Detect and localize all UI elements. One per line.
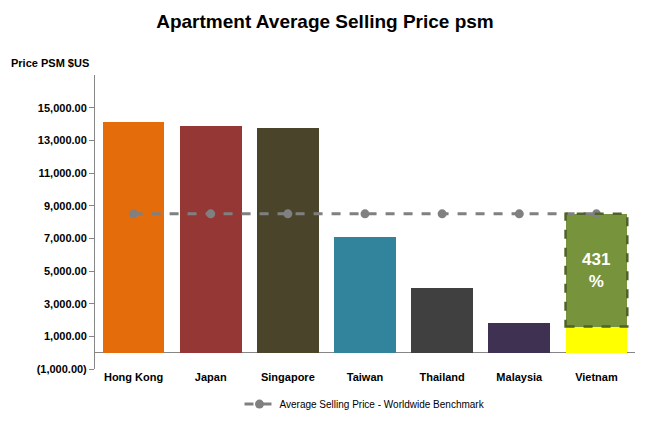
svg-text:Vietnam: Vietnam <box>575 371 618 383</box>
svg-text:Hong Kong: Hong Kong <box>104 371 163 383</box>
svg-text:Thailand: Thailand <box>420 371 465 383</box>
svg-text:15,000.00: 15,000.00 <box>38 102 87 114</box>
svg-text:11,000.00: 11,000.00 <box>38 167 86 179</box>
svg-text:5,000.00: 5,000.00 <box>44 265 87 277</box>
svg-text:(1,000.00): (1,000.00) <box>37 363 87 375</box>
svg-text:431%: 431% <box>582 250 610 291</box>
svg-text:1,000.00: 1,000.00 <box>44 330 87 342</box>
svg-text:Apartment Average Selling Pric: Apartment Average Selling Price psm <box>156 11 494 32</box>
svg-text:Malaysia: Malaysia <box>496 371 543 383</box>
svg-text:Average Selling Price - Worldw: Average Selling Price - Worldwide Benchm… <box>280 399 485 410</box>
svg-text:3,000.00: 3,000.00 <box>44 298 87 310</box>
svg-text:Price PSM $US: Price PSM $US <box>11 57 89 69</box>
svg-text:9,000.00: 9,000.00 <box>44 200 87 212</box>
svg-text:Singapore: Singapore <box>261 371 315 383</box>
svg-text:13,000.00: 13,000.00 <box>38 134 87 146</box>
svg-text:7,000.00: 7,000.00 <box>44 232 87 244</box>
svg-text:Taiwan: Taiwan <box>347 371 384 383</box>
svg-text:Japan: Japan <box>195 371 227 383</box>
